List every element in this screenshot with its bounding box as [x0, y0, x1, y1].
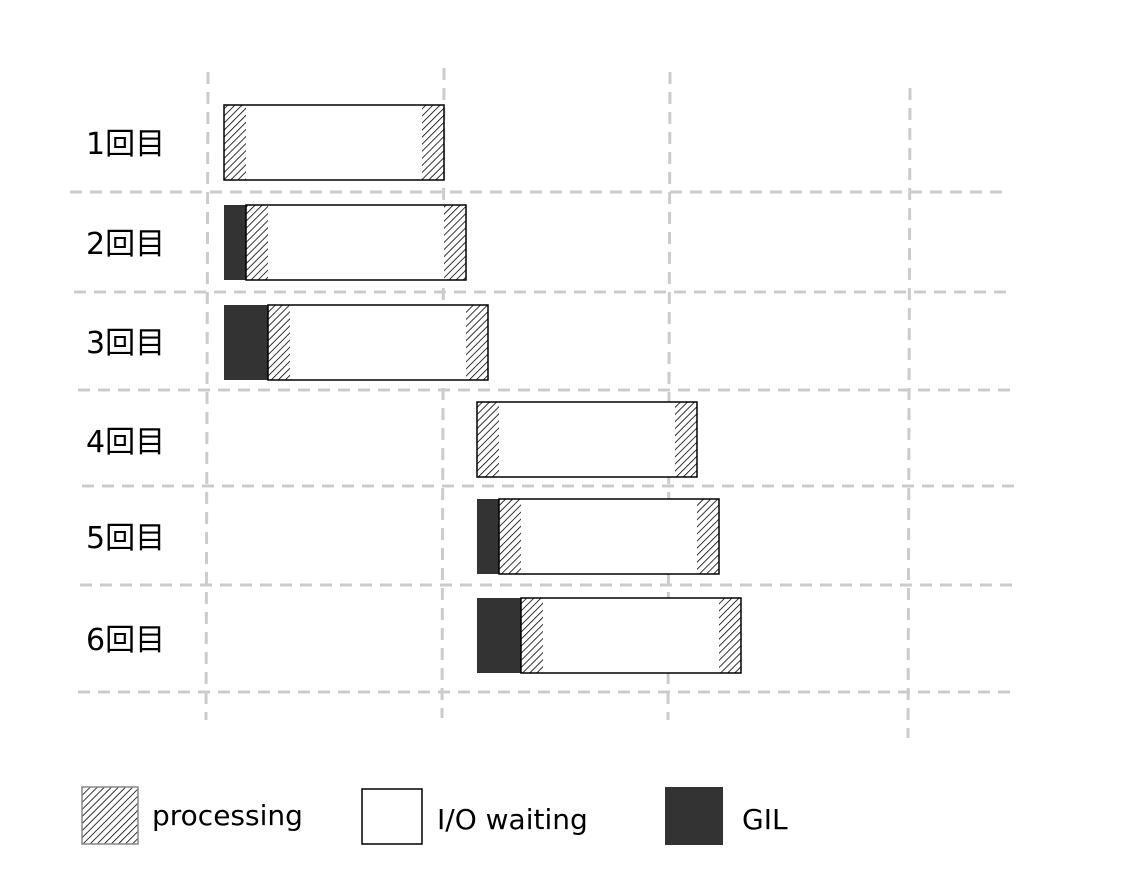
row-4-segment-processing	[477, 402, 499, 477]
row-2-segment-gil	[224, 205, 246, 280]
row-3-segment-io	[290, 305, 466, 380]
legend-label-io-waiting: I/O waiting	[437, 803, 588, 836]
row-4-segment-io	[499, 402, 675, 477]
row-2-segment-processing	[444, 205, 466, 280]
row-2-bar-outline	[245, 204, 467, 281]
row-5-segment-gil	[477, 499, 499, 574]
legend-item-io-waiting: I/O waiting	[361, 788, 588, 845]
row-6-segment-gil	[477, 598, 521, 673]
row-5-segment-processing	[697, 499, 719, 574]
row-6-bar-outline	[520, 597, 742, 674]
row-label-4: 4回目	[86, 425, 165, 460]
row-3-segment-processing	[466, 305, 488, 380]
row-5-bar-outline	[498, 498, 720, 575]
row-label-1: 1回目	[86, 127, 165, 162]
row-6-segment-processing	[521, 598, 543, 673]
legend-label-gil: GIL	[742, 803, 788, 836]
row-label-5: 5回目	[86, 521, 165, 556]
row-2-segment-io	[268, 205, 444, 280]
row-6-segment-io	[543, 598, 719, 673]
row-3-segment-processing	[268, 305, 290, 380]
task-bars	[223, 104, 742, 674]
row-5-segment-processing	[499, 499, 521, 574]
row-labels: 1回目 2回目 3回目 4回目 5回目 6回目	[86, 127, 165, 658]
row-1-bar-outline	[223, 104, 445, 181]
legend-swatch-processing	[81, 786, 139, 845]
row-3-segment-gil	[224, 305, 268, 380]
v-gridline	[906, 87, 912, 739]
row-1-segment-processing	[224, 105, 246, 180]
legend-item-processing: processing	[81, 786, 303, 845]
row-label-2: 2回目	[86, 227, 165, 262]
row-2-segment-processing	[246, 205, 268, 280]
v-gridline	[204, 71, 210, 721]
legend-label-processing: processing	[152, 799, 303, 832]
row-5-segment-io	[521, 499, 697, 574]
row-4-bar-outline	[476, 401, 698, 478]
row-1-segment-io	[246, 105, 422, 180]
legend-item-gil: GIL	[665, 787, 788, 845]
row-label-3: 3回目	[86, 326, 165, 361]
legend: processing I/O waiting GIL	[81, 786, 788, 845]
legend-swatch-io-waiting	[361, 788, 423, 845]
row-4-segment-processing	[675, 402, 697, 477]
row-3-bar-outline	[267, 304, 489, 381]
row-1-segment-processing	[422, 105, 444, 180]
legend-swatch-gil	[665, 787, 723, 845]
row-6-segment-processing	[719, 598, 741, 673]
row-label-6: 6回目	[86, 623, 165, 658]
horizontal-gridlines	[70, 190, 1016, 694]
